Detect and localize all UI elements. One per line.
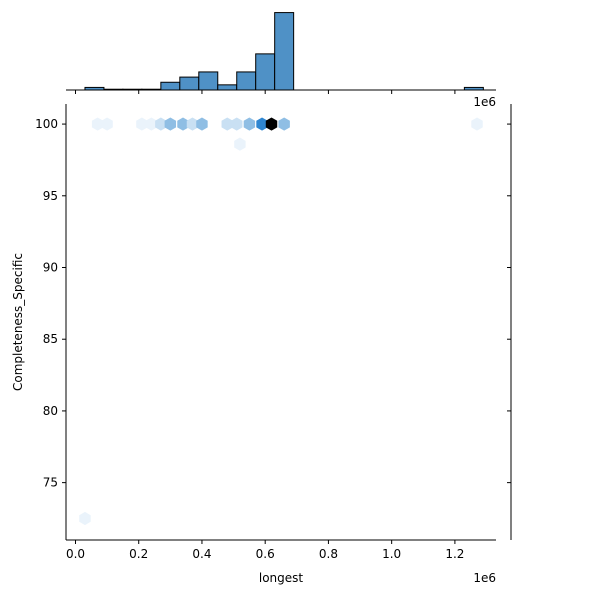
histogram-bar xyxy=(255,53,276,91)
y-axis-label: Completeness_Specific xyxy=(11,253,25,391)
x-tick-label: 1.2 xyxy=(445,547,464,561)
top-histogram-offset-label: 1e6 xyxy=(473,95,496,109)
histogram-bar xyxy=(160,81,181,91)
histogram-bar xyxy=(217,84,238,91)
y-axis-ticks: 75 80 85 90 95 100 xyxy=(35,117,66,490)
x-tick-label: 0.2 xyxy=(129,547,148,561)
hexbin-cell xyxy=(256,117,268,131)
y-tick-label: 100 xyxy=(35,117,58,131)
right-marginal-ticks xyxy=(507,123,511,484)
hexbin-cell xyxy=(136,117,148,131)
hexbin-cell xyxy=(265,117,278,131)
hexbin-cells xyxy=(79,117,483,526)
main-hexbin-plot: 0.0 0.2 0.4 0.6 0.8 1.0 1.2 75 80 85 90 95 100 long… xyxy=(11,104,496,585)
top-histogram-ticks xyxy=(74,90,456,94)
right-marginal-axis xyxy=(507,104,512,540)
y-tick-label: 95 xyxy=(43,189,58,203)
y-tick-label: 75 xyxy=(43,476,58,490)
top-marginal-histogram: 1e6 xyxy=(66,12,496,109)
hexbin-cell xyxy=(196,117,208,131)
hexbin-cell xyxy=(243,117,256,131)
hexbin-cell xyxy=(164,117,177,131)
y-tick-label: 80 xyxy=(43,404,58,418)
top-histogram-bars xyxy=(84,12,484,91)
hexbin-cell xyxy=(101,117,113,131)
hexbin-cell xyxy=(221,117,233,131)
y-tick-label: 90 xyxy=(43,261,58,275)
x-tick-label: 0.6 xyxy=(256,547,275,561)
hexbin-cell xyxy=(231,117,243,131)
hexbin-cell xyxy=(471,117,483,131)
y-tick-label: 85 xyxy=(43,332,58,346)
hexbin-cell xyxy=(155,117,167,131)
hexbin-cell xyxy=(234,137,246,151)
x-tick-label: 1.0 xyxy=(382,547,401,561)
hexbin-cell xyxy=(91,117,104,131)
hexbin-cell xyxy=(79,511,91,526)
x-axis-label: longest xyxy=(259,571,304,585)
hexbin-cell xyxy=(145,117,158,131)
x-tick-label: 0.0 xyxy=(66,547,85,561)
x-axis-ticks: 0.0 0.2 0.4 0.6 0.8 1.0 1.2 xyxy=(66,540,464,561)
histogram-bar xyxy=(198,71,219,91)
x-tick-label: 0.8 xyxy=(319,547,338,561)
x-tick-label: 0.4 xyxy=(192,547,211,561)
histogram-bar xyxy=(179,76,200,91)
hexbin-cell xyxy=(177,117,189,131)
hexbin-cell xyxy=(186,117,199,131)
x-axis-offset-label: 1e6 xyxy=(473,571,496,585)
histogram-bar xyxy=(236,71,257,91)
hexbin-cell xyxy=(278,117,290,131)
histogram-bar xyxy=(274,12,295,91)
